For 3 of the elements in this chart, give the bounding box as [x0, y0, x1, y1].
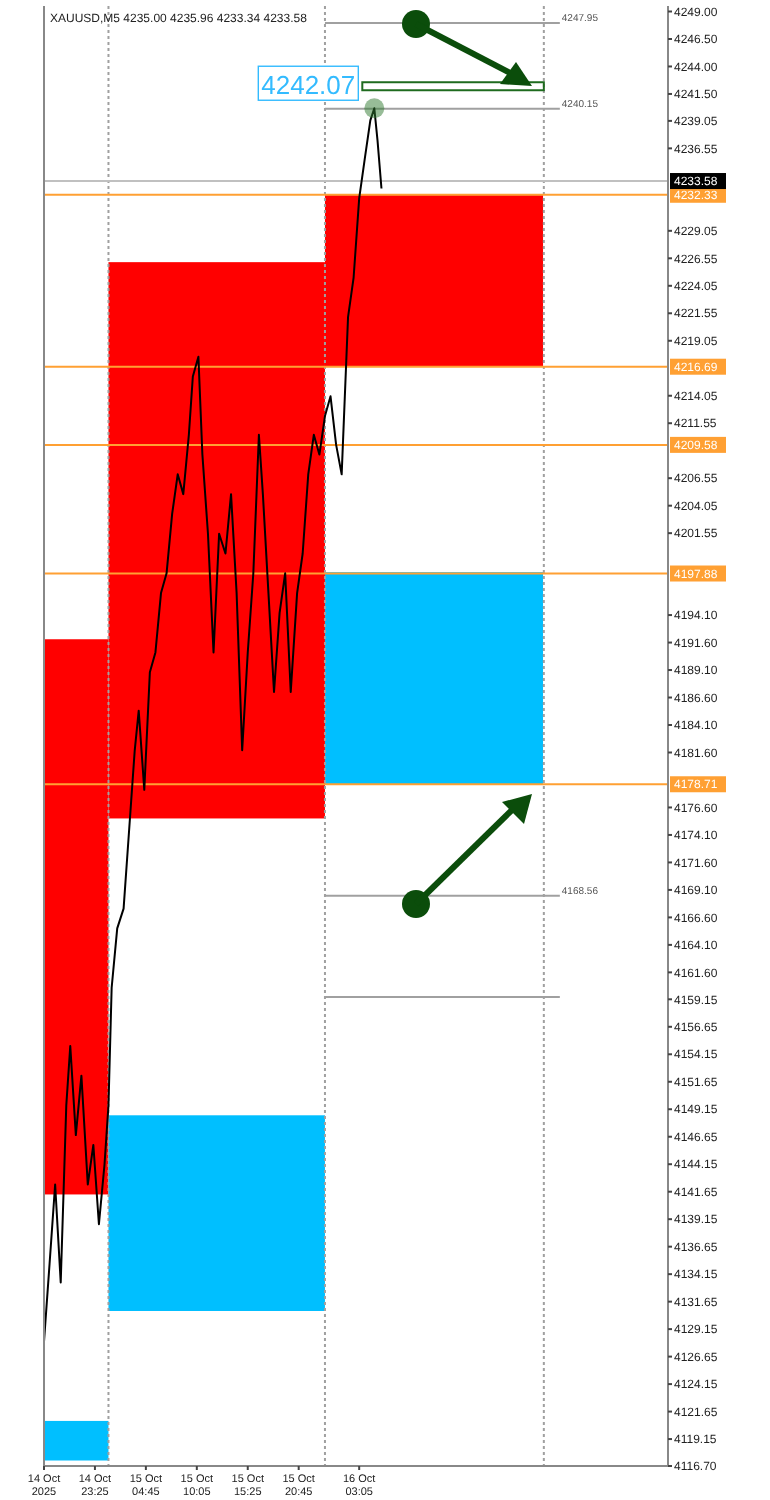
annotation: 4242.07: [261, 70, 356, 101]
bar: [108, 1115, 325, 1311]
bar: [324, 572, 544, 785]
